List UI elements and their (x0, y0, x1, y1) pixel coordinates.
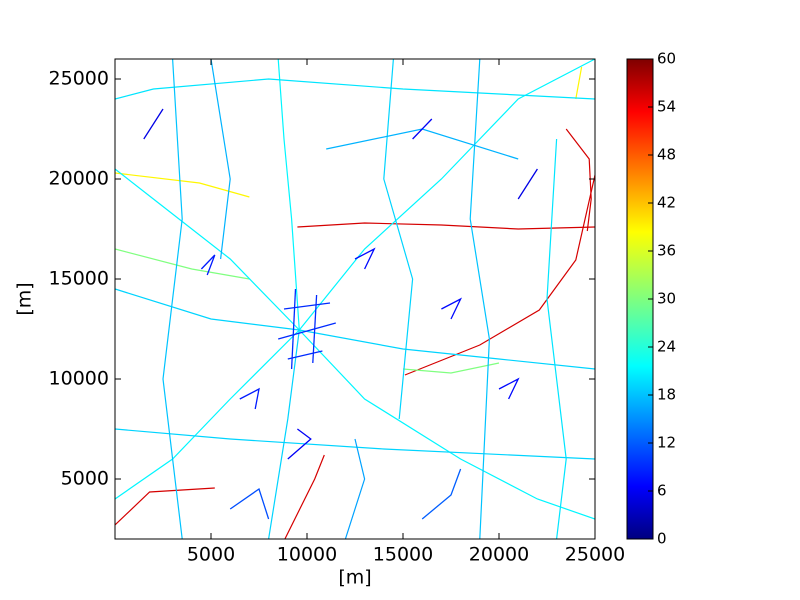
x-tick-label: 5000 (187, 544, 235, 566)
road (115, 487, 215, 526)
y-tick-label: 25000 (49, 68, 109, 90)
road (143, 108, 164, 140)
road (268, 329, 300, 539)
x-tick-label: 20000 (469, 544, 529, 566)
colorbar-tick-label: 48 (657, 146, 676, 164)
road (115, 329, 300, 500)
road (469, 59, 491, 539)
road (115, 168, 300, 331)
road (354, 247, 376, 270)
road-network (115, 59, 595, 539)
x-tick-label: 25000 (565, 544, 625, 566)
road (210, 59, 231, 260)
road (115, 288, 300, 331)
colorbar-tick-label: 54 (657, 98, 676, 116)
road (383, 59, 414, 420)
road (498, 377, 520, 400)
y-axis-label: [m] (14, 282, 36, 315)
colorbar-tick-label: 24 (657, 338, 676, 356)
road (239, 387, 260, 410)
y-tick-label: 20000 (49, 168, 109, 190)
road (283, 302, 331, 310)
colorbar-tick-label: 30 (657, 290, 676, 308)
plot-frame (114, 58, 596, 540)
road (402, 362, 500, 374)
road (441, 297, 463, 320)
road (115, 78, 595, 100)
road (200, 254, 216, 276)
road (404, 174, 595, 376)
road (284, 454, 325, 539)
y-tick-label: 10000 (49, 368, 109, 390)
road (326, 128, 519, 160)
road (290, 288, 297, 370)
colorbar-tick-label: 36 (657, 242, 676, 260)
colorbar-tick-label: 42 (657, 194, 676, 212)
road (298, 59, 595, 331)
road (565, 128, 592, 232)
road (162, 59, 183, 539)
colorbar-tick-label: 12 (657, 434, 676, 452)
road (299, 329, 595, 370)
road (421, 468, 462, 520)
x-axis-label: [m] (338, 567, 371, 589)
x-tick-label: 15000 (373, 544, 433, 566)
road (344, 438, 366, 539)
x-tick-label: 10000 (277, 544, 337, 566)
y-tick-label: 15000 (49, 268, 109, 290)
road (115, 172, 250, 198)
road (287, 428, 312, 460)
road (546, 138, 567, 539)
road (575, 66, 583, 100)
road (278, 322, 336, 340)
road (298, 329, 595, 520)
colorbar-tick-label: 60 (657, 50, 676, 68)
colorbar-tick-label: 6 (657, 482, 667, 500)
y-tick-label: 5000 (61, 468, 109, 490)
road (297, 222, 595, 230)
road (277, 59, 300, 331)
road (287, 350, 323, 360)
road (115, 248, 250, 280)
road (517, 168, 538, 200)
colorbar-tick-label: 18 (657, 386, 676, 404)
road (312, 294, 318, 364)
road (229, 487, 270, 520)
road (412, 118, 433, 140)
road (115, 428, 595, 460)
colorbar-tick-label: 0 (657, 530, 667, 548)
